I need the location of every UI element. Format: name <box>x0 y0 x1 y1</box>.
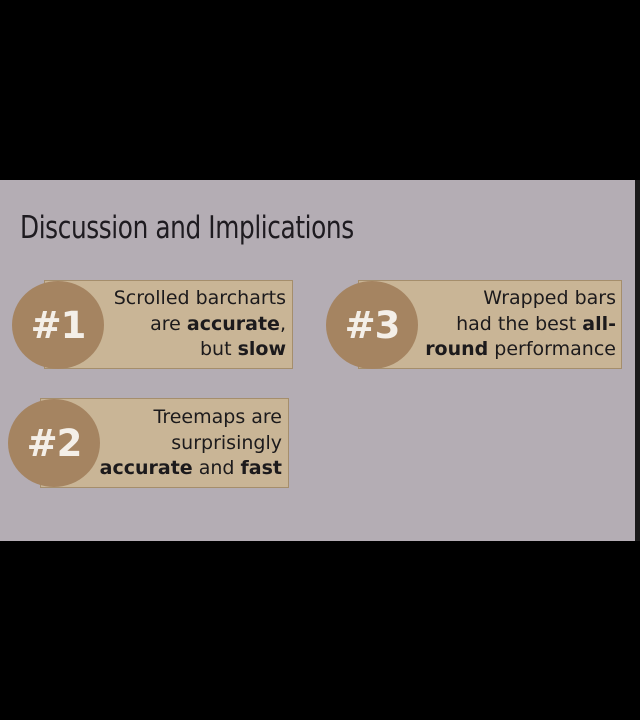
finding-text-segment: surprisingly <box>171 431 282 454</box>
finding-text-segment: and <box>192 457 241 479</box>
slide-title: Discussion and Implications <box>20 210 354 246</box>
finding-text-segment: , <box>279 312 286 335</box>
emphasis-text: accurate <box>186 312 280 335</box>
finding-line: Treemaps are <box>100 405 282 431</box>
finding-line: Wrapped bars <box>425 286 616 312</box>
finding-line: Scrolled barcharts <box>114 286 286 312</box>
finding-text-segment: are <box>150 312 187 335</box>
finding-text-segment: had the best <box>456 312 583 335</box>
finding-text-segment: Treemaps are <box>153 406 282 428</box>
finding-text-3: Wrapped bars had the best all-round perfo… <box>425 286 616 363</box>
finding-line: round performance <box>425 337 616 363</box>
finding-text-2: Treemaps are surprisingly accurate and fas… <box>100 405 282 482</box>
emphasis-text: all- <box>582 312 616 335</box>
emphasis-text: accurate <box>99 457 193 479</box>
finding-line: had the best all- <box>425 312 616 338</box>
finding-text-segment: but <box>199 338 238 360</box>
finding-line: are accurate, <box>114 312 286 338</box>
finding-text-segment: Wrapped bars <box>483 287 616 309</box>
finding-badge-3: #3 <box>326 281 418 369</box>
slide: Discussion and Implications #1 Scrolled … <box>0 180 635 541</box>
emphasis-text: round <box>425 338 489 360</box>
finding-badge-2: #2 <box>8 399 100 487</box>
finding-line: accurate and fast <box>100 456 282 482</box>
finding-text-1: Scrolled barcharts are accurate, but slow <box>114 286 286 363</box>
finding-badge-1: #1 <box>12 281 104 369</box>
finding-text-segment: Scrolled barcharts <box>113 287 286 309</box>
emphasis-text: fast <box>240 457 282 479</box>
finding-line: but slow <box>114 337 286 363</box>
finding-text-segment: performance <box>488 338 616 360</box>
finding-line: surprisingly <box>100 431 282 457</box>
emphasis-text: slow <box>237 338 286 360</box>
slide-right-edge <box>635 180 640 541</box>
